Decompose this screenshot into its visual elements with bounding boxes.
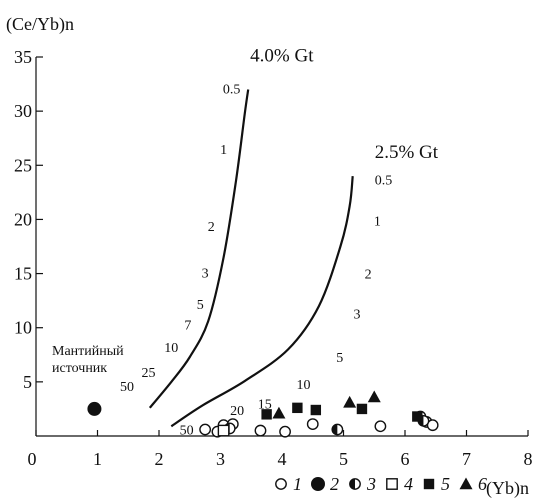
melt-fraction-label: 3: [354, 308, 361, 323]
melt-fraction-label: 25: [142, 366, 156, 381]
data-point-filled-square: [292, 402, 303, 414]
x-tick-label: 7: [462, 449, 471, 469]
mantle-source-line-2: источник: [52, 361, 107, 376]
melt-fraction-label: 10: [164, 341, 178, 356]
mantle-source-point: [87, 401, 102, 416]
data-points: [87, 390, 439, 438]
data-point-filled-square: [310, 404, 322, 416]
melt-fraction-label: 1: [220, 143, 227, 158]
data-point-open-circle: [199, 423, 212, 436]
y-tick-label: 30: [14, 101, 32, 121]
data-point-open-circle: [279, 425, 291, 438]
melt-fraction-label: 7: [184, 318, 191, 333]
half-circle-fill: [332, 424, 338, 435]
data-point-open-circle: [254, 424, 267, 437]
melt-fraction-label: 5: [197, 298, 204, 313]
melt-fraction-label: 3: [202, 266, 209, 281]
x-tick-label: 2: [155, 449, 164, 469]
y-tick-label: 35: [14, 47, 32, 67]
melt-fraction-label: 15: [258, 398, 272, 413]
y-axis-label: (Ce/Yb)n: [6, 14, 74, 35]
melting-curve: [148, 89, 250, 409]
melting-curve: [170, 175, 354, 428]
x-tick-label: 3: [216, 449, 225, 469]
legend-label: 1: [293, 474, 302, 494]
legend-marker-filled-circle: [311, 477, 325, 491]
legend-marker-open-circle: [275, 478, 287, 490]
x-tick-label: 4: [278, 449, 287, 469]
x-tick-label: 5: [339, 449, 348, 469]
y-tick-label: 15: [14, 264, 32, 284]
legend-label: 4: [404, 474, 413, 494]
data-point-open-circle: [306, 418, 319, 430]
melt-fraction-label: 50: [120, 380, 134, 395]
legend-label: 2: [330, 474, 339, 494]
melt-fraction-label: 2: [208, 220, 215, 235]
y-tick-label: 20: [14, 209, 32, 229]
data-point-filled-square: [412, 411, 423, 422]
melt-fraction-label: 1: [374, 215, 381, 230]
x-axis-label: (Yb)n: [486, 478, 529, 499]
x-tick-label: 6: [401, 449, 410, 469]
melt-fraction-label: 0.5: [223, 82, 241, 97]
melt-fraction-label: 0.5: [375, 173, 393, 188]
data-point-open-circle: [426, 419, 439, 432]
x-tick-label: 0: [28, 449, 37, 469]
curve-name-label: 4.0% Gt: [250, 45, 314, 66]
mantle-source-line-1: Мантийный: [52, 344, 124, 359]
legend-marker-filled-triangle: [459, 477, 473, 490]
melt-fraction-label: 20: [230, 404, 244, 419]
y-tick-label: 5: [23, 372, 32, 392]
y-tick-label: 25: [14, 155, 32, 175]
data-point-open-square: [217, 424, 230, 437]
legend-label: 6: [478, 474, 487, 494]
legend-marker-half-circle: [349, 478, 361, 490]
melt-fraction-label: 5: [336, 351, 343, 366]
melt-fraction-label: 10: [297, 378, 311, 393]
mantle-source-label: Мантийный источник: [52, 344, 127, 376]
legend: 1 2 3 4 5 6: [275, 474, 487, 494]
data-point-filled-triangle: [367, 390, 381, 403]
data-point-filled-square: [261, 409, 272, 420]
x-tick-label: 8: [524, 449, 533, 469]
data-point-half-circle: [331, 423, 344, 436]
data-point-filled-triangle: [343, 395, 357, 408]
legend-label: 3: [366, 474, 376, 494]
data-point-filled-triangle: [272, 406, 286, 419]
melt-fraction-label: 50: [180, 424, 194, 439]
y-tick-label: 10: [14, 318, 32, 338]
curve-name-label: 2.5% Gt: [375, 142, 439, 163]
legend-label: 5: [441, 474, 450, 494]
data-point-filled-square: [356, 403, 368, 415]
legend-marker-open-square: [386, 478, 398, 490]
legend-marker-filled-square: [423, 478, 435, 490]
data-point-open-circle: [374, 420, 387, 433]
half-circle-fill: [349, 478, 355, 490]
x-tick-label: 1: [93, 449, 102, 469]
melt-fraction-label: 2: [365, 268, 372, 283]
